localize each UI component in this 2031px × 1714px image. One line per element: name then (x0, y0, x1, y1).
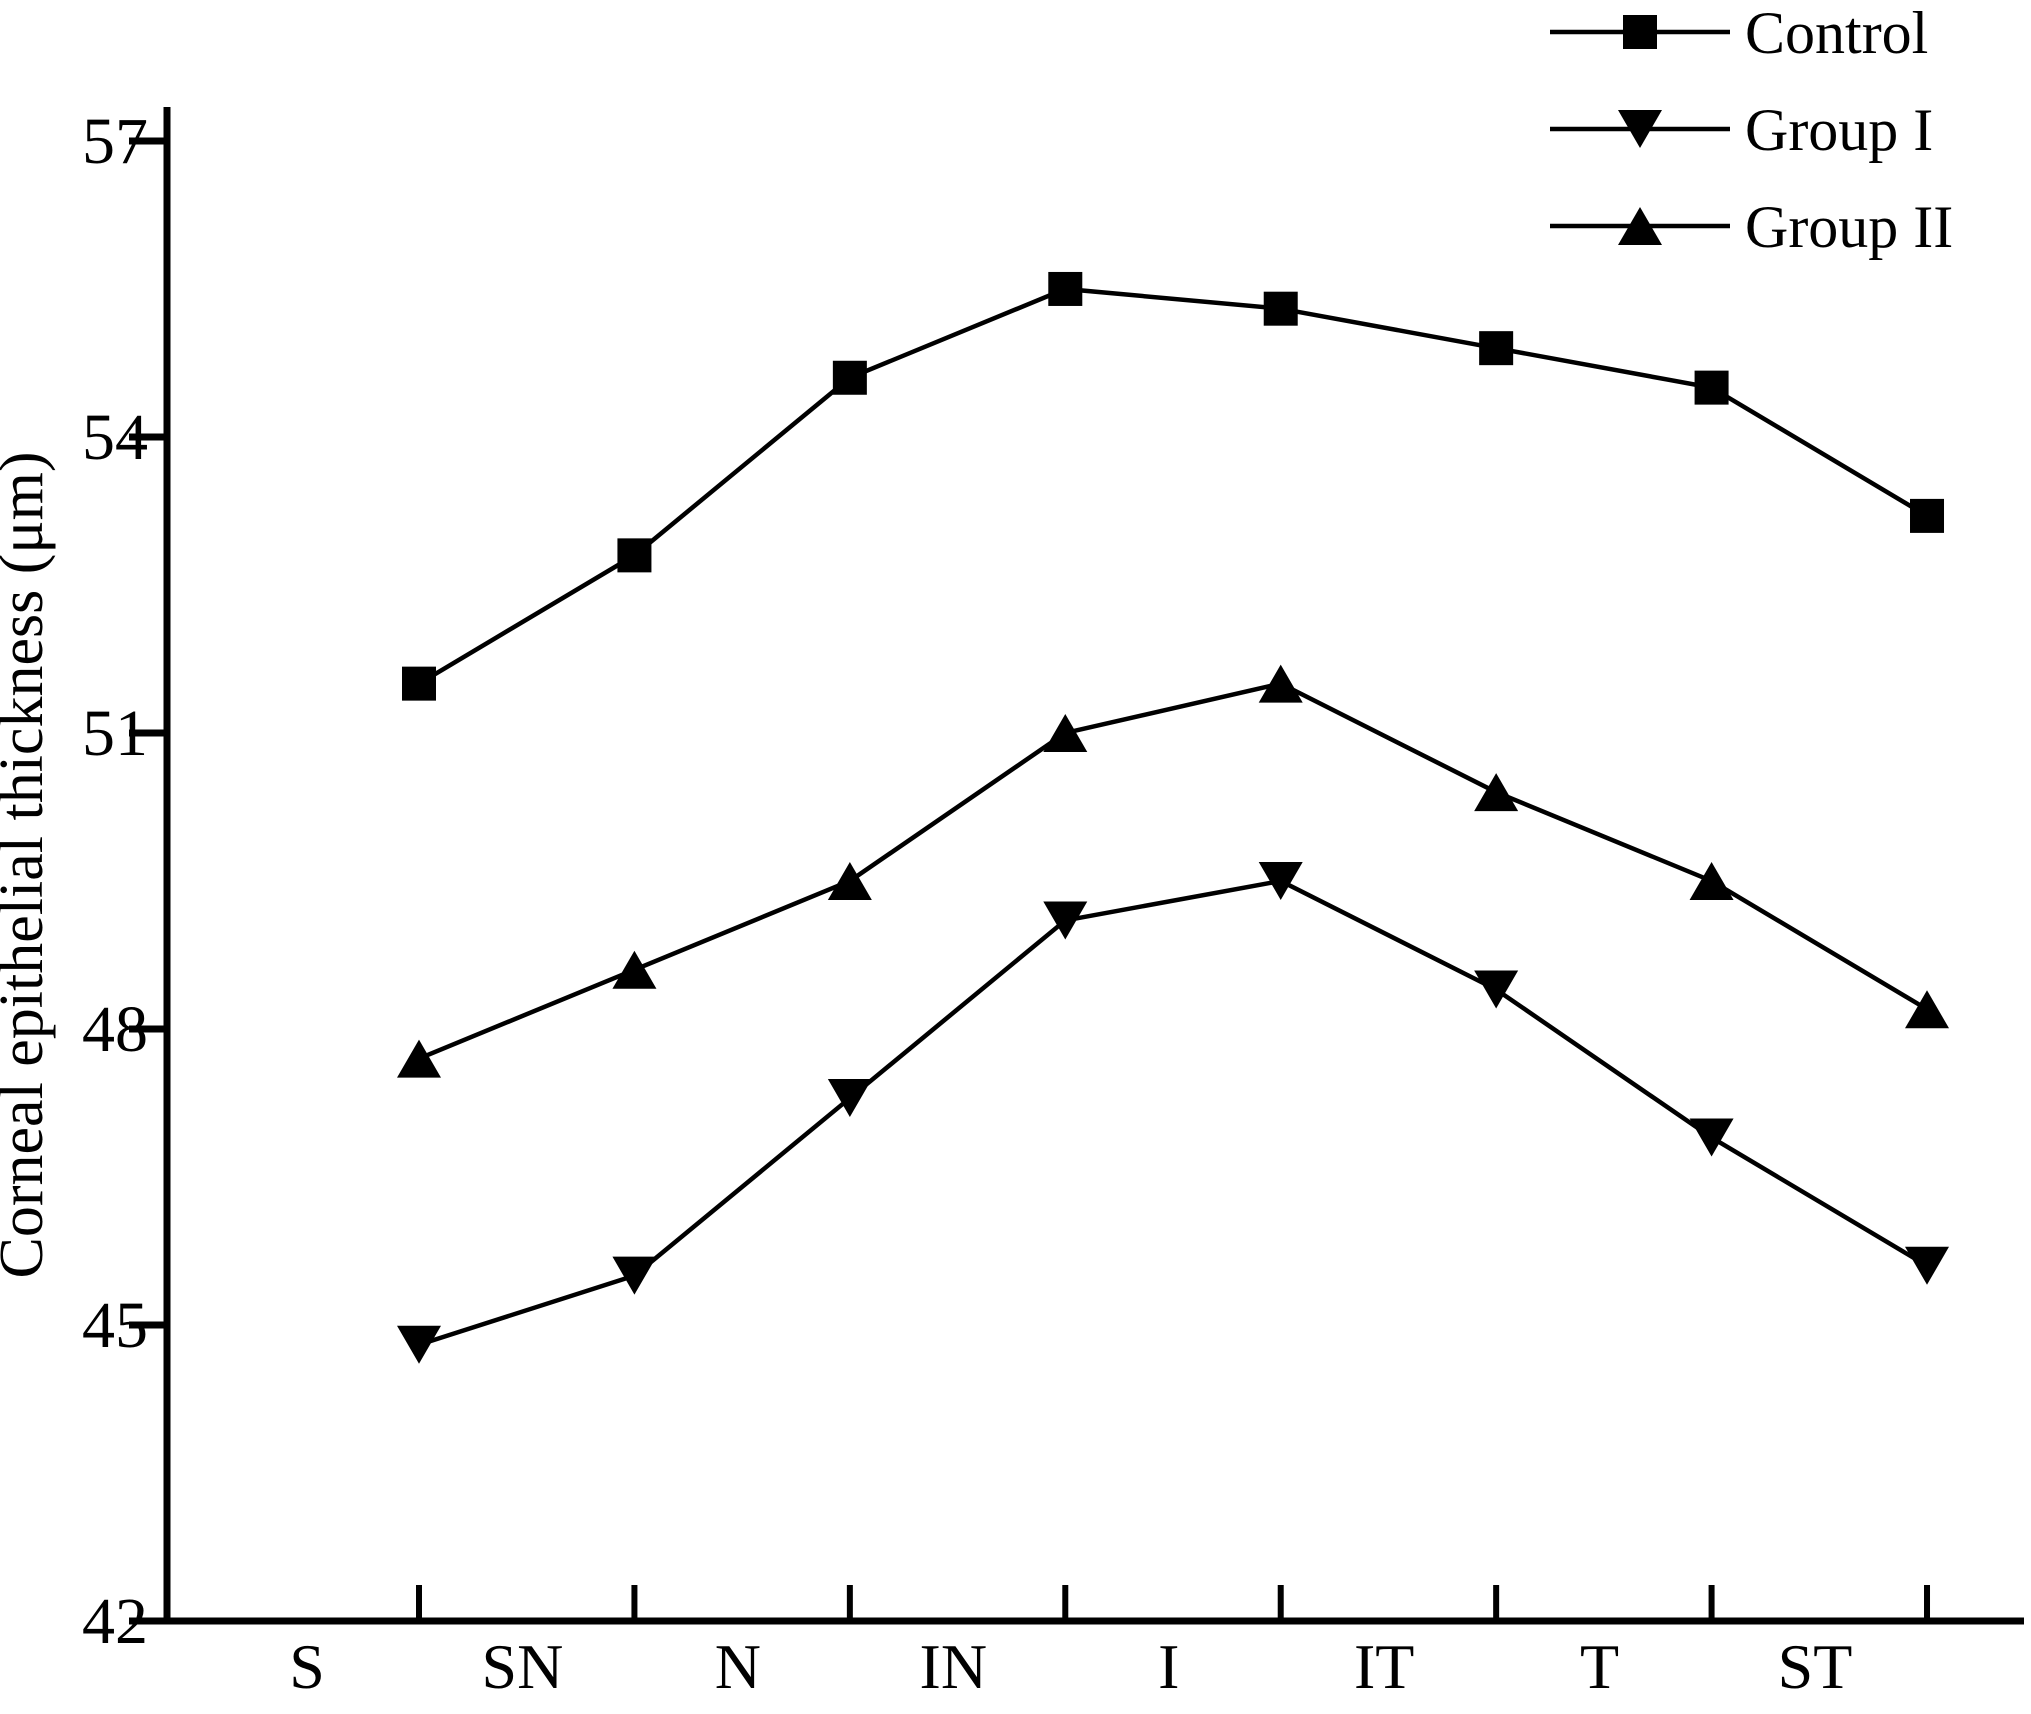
square-marker (1048, 271, 1083, 306)
y-tick-label: 42 (82, 1585, 148, 1658)
y-axis-title: Corneal epithelial thickness (μm) (0, 452, 56, 1279)
x-tick-label: T (1580, 1631, 1619, 1702)
legend-item-control: Control (1550, 0, 1928, 66)
triangle-down-marker (1905, 1246, 1950, 1285)
triangle-up-marker (1689, 861, 1734, 900)
triangle-down-marker (612, 1256, 657, 1295)
triangle-up-marker (1043, 713, 1088, 752)
legend: Control Group I Group II (1550, 0, 1953, 260)
triangle-down-marker (1258, 861, 1303, 900)
triangle-up-marker (612, 950, 657, 989)
triangle-up-marker (397, 1039, 441, 1078)
triangle-up-marker (1258, 664, 1303, 703)
legend-item-group-i: Group I (1550, 97, 1933, 163)
y-tick-label: 54 (82, 401, 148, 474)
series-control (402, 271, 1945, 701)
square-icon (1623, 15, 1657, 49)
axes-group (163, 107, 2024, 1625)
x-tick-label: N (715, 1631, 761, 1702)
y-tick-label: 51 (82, 697, 148, 770)
legend-label: Group II (1745, 194, 1953, 260)
triangle-up-icon (1618, 207, 1662, 245)
x-axis-ticks: S SN N IN I IT T ST (289, 1585, 1931, 1702)
square-marker (1910, 498, 1945, 533)
y-tick-label: 45 (82, 1289, 148, 1362)
y-tick-label: 48 (82, 993, 148, 1066)
series-group (397, 271, 1950, 1364)
triangle-up-marker (1905, 990, 1950, 1029)
triangle-down-marker (827, 1079, 872, 1118)
series-line (418, 681, 1929, 1061)
triangle-up-marker (1474, 773, 1519, 812)
x-tick-label: IN (920, 1631, 988, 1702)
x-tick-label: IT (1354, 1631, 1414, 1702)
square-marker (1479, 331, 1514, 366)
square-marker (832, 360, 867, 395)
x-tick-label: SN (482, 1631, 564, 1702)
series-group-ii (397, 664, 1950, 1078)
square-marker (402, 666, 436, 701)
x-tick-label: I (1158, 1631, 1179, 1702)
legend-label: Group I (1745, 97, 1933, 163)
triangle-down-marker (1689, 1118, 1734, 1157)
legend-item-group-ii: Group II (1550, 194, 1953, 260)
triangle-down-marker (397, 1325, 441, 1364)
x-tick-label: ST (1778, 1631, 1853, 1702)
square-marker (1263, 291, 1298, 326)
series-group-i (397, 861, 1950, 1364)
square-marker (617, 538, 652, 573)
triangle-down-marker (1474, 970, 1519, 1009)
triangle-down-icon (1618, 110, 1662, 148)
triangle-up-marker (827, 861, 872, 900)
square-marker (1694, 370, 1729, 405)
y-axis-ticks: 42 45 48 51 54 57 (82, 105, 167, 1658)
triangle-down-marker (1043, 901, 1088, 940)
legend-label: Control (1745, 0, 1928, 66)
x-tick-label: S (289, 1631, 325, 1702)
series-line (417, 286, 1929, 686)
y-tick-label: 57 (82, 105, 148, 178)
series-line (418, 878, 1929, 1347)
